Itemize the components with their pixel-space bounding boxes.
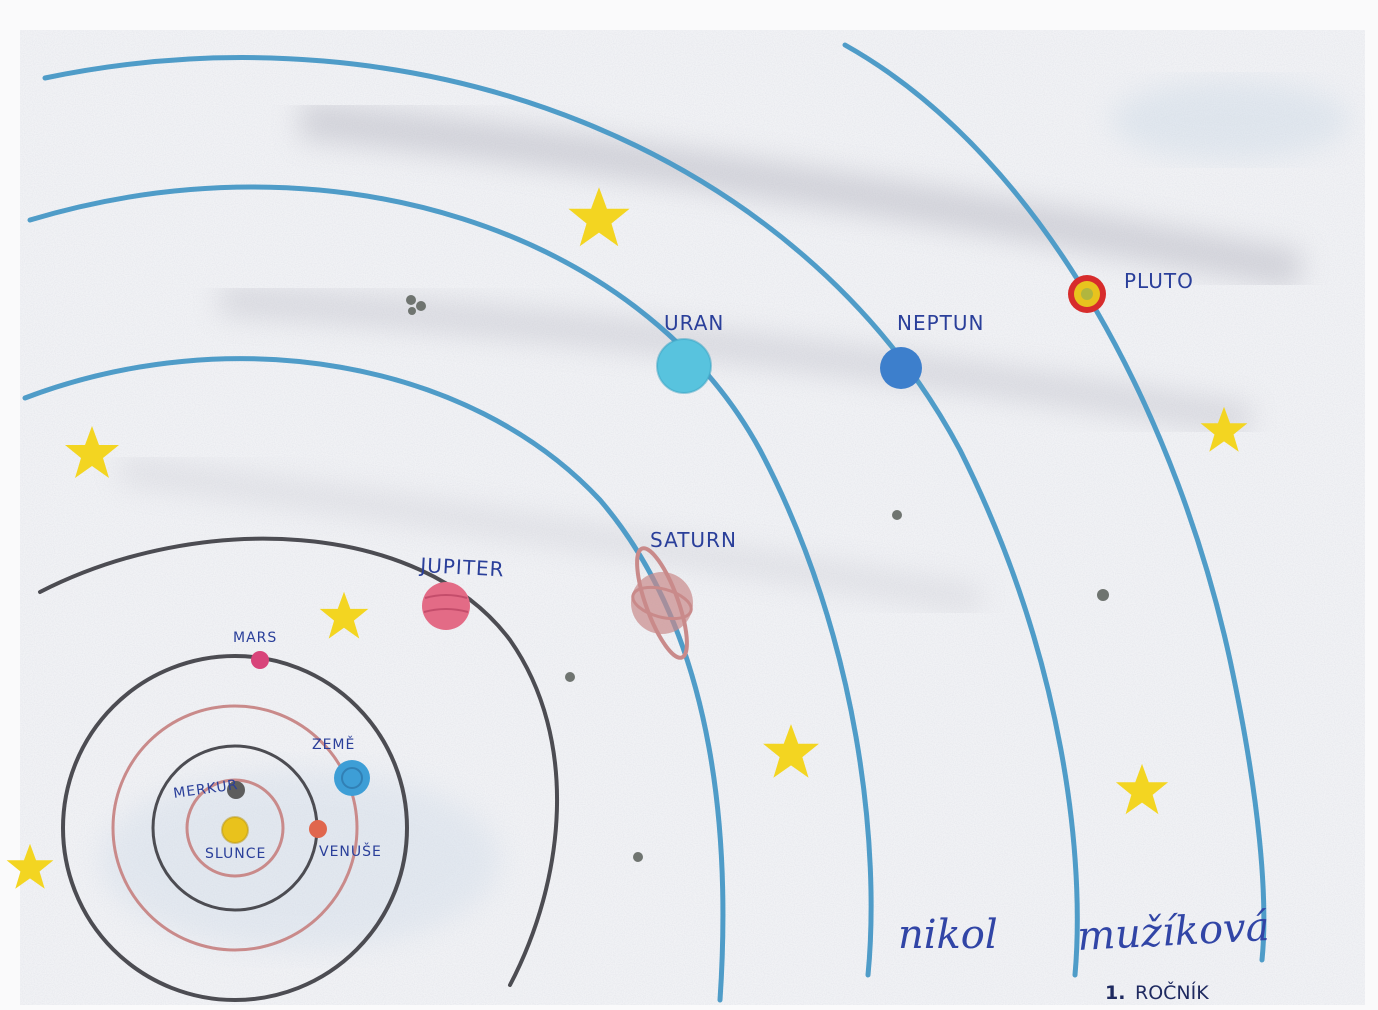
saturn [631, 546, 693, 660]
signature-last-name: mužíková [1076, 904, 1270, 960]
planet-labels: SLUNCE MERKUR VENUŠE ZEMĚ MARS JUPITER S… [172, 269, 1194, 862]
sun [221, 816, 249, 844]
jupiter [422, 582, 470, 630]
mars [251, 651, 269, 669]
label-sun: SLUNCE [205, 846, 266, 862]
label-saturn: SATURN [650, 528, 737, 552]
mercury [227, 781, 245, 799]
label-uranus: URAN [664, 311, 724, 335]
label-neptune: NEPTUN [897, 311, 984, 335]
neptune [880, 347, 922, 389]
orbit-big-gray [38, 536, 559, 987]
label-venus: VENUŠE [319, 842, 382, 860]
orbit-earth [111, 704, 359, 952]
earth [334, 760, 370, 796]
orbit-mars [61, 654, 409, 1002]
grade-word: ROČNÍK [1135, 980, 1209, 1004]
label-jupiter: JUPITER [418, 553, 505, 581]
venus [309, 820, 327, 838]
inner-orbits [38, 536, 559, 1002]
label-mars: MARS [233, 630, 277, 646]
label-pluto: PLUTO [1124, 269, 1194, 293]
orbit-jupiter-saturn [22, 356, 726, 1003]
grade-number: 1. [1105, 982, 1125, 1004]
signature-first-name: nikol [898, 912, 998, 958]
small-dots [406, 295, 1109, 862]
signature: nikol mužíková 1. ROČNÍK [898, 904, 1271, 1004]
orbit-pluto [842, 42, 1267, 963]
pencil-shading [20, 30, 1365, 1005]
orbit-mercury [185, 778, 285, 878]
uranus [656, 338, 712, 394]
orbit-uranus [27, 184, 874, 978]
pluto [1068, 275, 1106, 313]
planets [221, 275, 1106, 844]
label-earth: ZEMĚ [312, 736, 355, 753]
